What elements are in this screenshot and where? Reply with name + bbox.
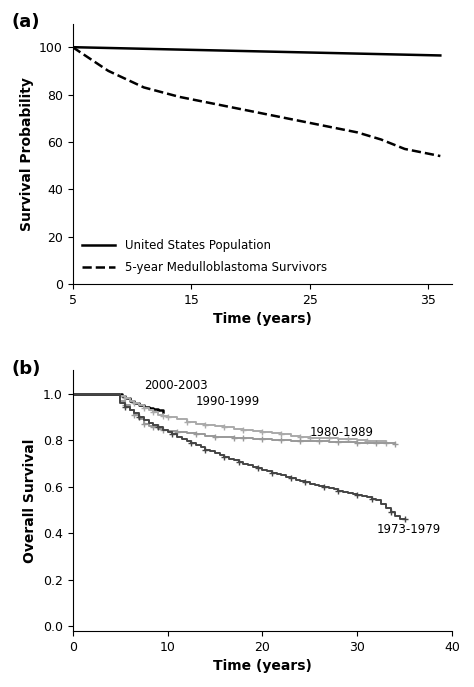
Y-axis label: Overall Survival: Overall Survival — [23, 438, 37, 563]
Y-axis label: Survival Probability: Survival Probability — [19, 77, 34, 231]
Text: 2000-2003: 2000-2003 — [144, 379, 208, 392]
X-axis label: Time (years): Time (years) — [213, 312, 312, 326]
Text: (b): (b) — [12, 360, 41, 378]
Text: 1973-1979: 1973-1979 — [376, 523, 440, 536]
Legend: United States Population, 5-year Medulloblastoma Survivors: United States Population, 5-year Medullo… — [79, 236, 330, 278]
Text: (a): (a) — [12, 13, 40, 31]
Text: 1980-1989: 1980-1989 — [310, 425, 374, 438]
X-axis label: Time (years): Time (years) — [213, 659, 312, 673]
Text: 1990-1999: 1990-1999 — [196, 395, 260, 408]
